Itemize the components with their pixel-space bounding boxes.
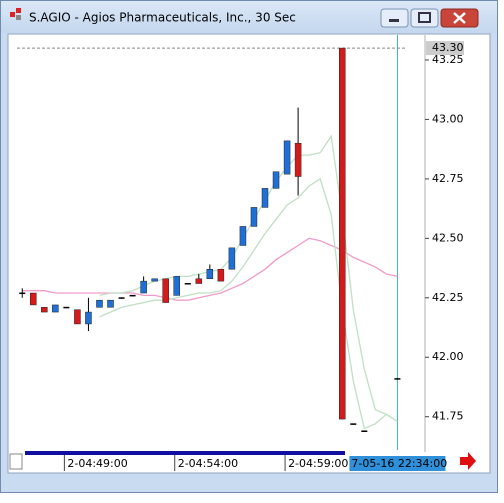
candle-body — [85, 311, 92, 325]
cursor-box — [349, 456, 446, 471]
candle-body — [283, 140, 291, 175]
last-price-label: 43.30 — [432, 41, 464, 54]
candle-body — [361, 430, 368, 432]
candle-body — [140, 280, 147, 294]
candle-body — [74, 309, 81, 325]
candle-body — [228, 247, 236, 270]
candle-body — [239, 226, 247, 246]
minimize-button[interactable] — [380, 8, 409, 28]
candle-body — [41, 307, 48, 313]
close-button[interactable] — [440, 8, 479, 28]
candle-body — [162, 278, 169, 303]
x-tick-label: 2-04:54:00 — [178, 457, 238, 470]
y-tick-label: 42.50 — [432, 231, 464, 244]
candle-body — [184, 283, 191, 285]
scroll-bar[interactable] — [25, 451, 345, 455]
candle-body — [394, 378, 401, 380]
candle-body — [52, 304, 59, 313]
scroll-arrow[interactable] — [460, 452, 476, 470]
y-tick-label: 42.00 — [432, 350, 464, 363]
window-title: S.AGIO - Agios Pharmaceuticals, Inc., 30… — [29, 11, 296, 25]
candle-body — [294, 142, 302, 177]
candle-body — [350, 423, 357, 425]
x-tick-label: 2-04:59:00 — [288, 457, 348, 470]
candle-body — [96, 299, 103, 308]
y-tick-label: 43.00 — [432, 112, 464, 125]
candle-body — [19, 292, 26, 295]
x-tick-label: 2-04:49:00 — [67, 457, 127, 470]
cursor-label: 7-05-16 22:34:00 — [351, 457, 447, 470]
candle-body — [261, 188, 269, 208]
indicator-line — [99, 134, 398, 423]
candle-body — [195, 278, 203, 284]
y-tick-label: 42.25 — [432, 291, 464, 304]
y-tick-label: 42.75 — [432, 172, 464, 185]
indicator-line — [99, 177, 398, 430]
maximize-button[interactable] — [410, 8, 439, 28]
candle-body — [118, 297, 125, 299]
y-tick-label: 43.25 — [432, 53, 464, 66]
candle-body — [107, 299, 114, 308]
candle-body — [173, 276, 180, 296]
chart-panel — [7, 33, 491, 474]
candle-body — [338, 47, 346, 420]
candle-body — [206, 269, 214, 280]
candle-body — [217, 269, 225, 282]
candle-body — [151, 278, 158, 282]
candle-body — [129, 294, 136, 297]
candle-body — [30, 292, 37, 306]
candle-body — [63, 306, 70, 309]
candle-body — [250, 207, 258, 227]
candle-body — [272, 171, 280, 189]
last-price-box — [426, 41, 464, 56]
y-tick-label: 41.75 — [432, 410, 464, 423]
app-icon — [10, 8, 21, 20]
corner-box[interactable] — [9, 453, 23, 470]
